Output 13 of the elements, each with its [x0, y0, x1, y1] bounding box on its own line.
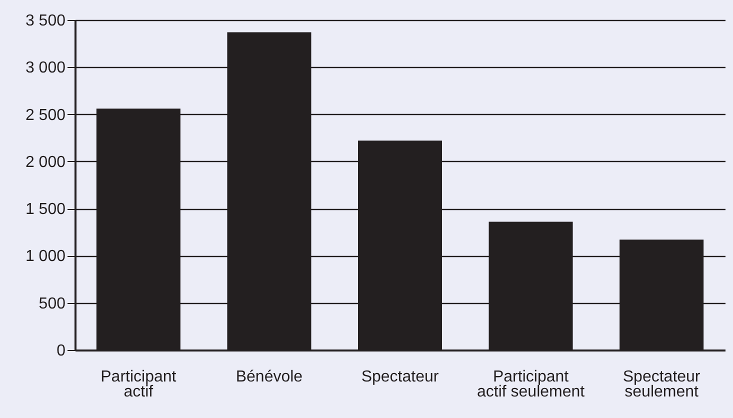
x-tick-label: Bénévole — [236, 368, 303, 386]
x-tick-label: Participant actif — [100, 368, 177, 400]
y-tick-label: 3 000 — [25, 60, 66, 77]
y-tick-label: 1 000 — [25, 248, 66, 266]
x-tick-label: Spectateur — [361, 368, 440, 386]
y-tick-label: 1 500 — [25, 201, 66, 218]
y-tick-label: 2 000 — [25, 154, 66, 171]
y-tick-label: 2 500 — [25, 106, 66, 124]
y-tick-label: 0 — [56, 342, 66, 360]
y-tick-label: 3 500 — [25, 12, 66, 30]
y-tick-label: 500 — [38, 295, 66, 312]
x-tick-label: Spectateur seulement — [622, 368, 701, 400]
x-tick-label: Participant actif seulement — [476, 368, 586, 400]
